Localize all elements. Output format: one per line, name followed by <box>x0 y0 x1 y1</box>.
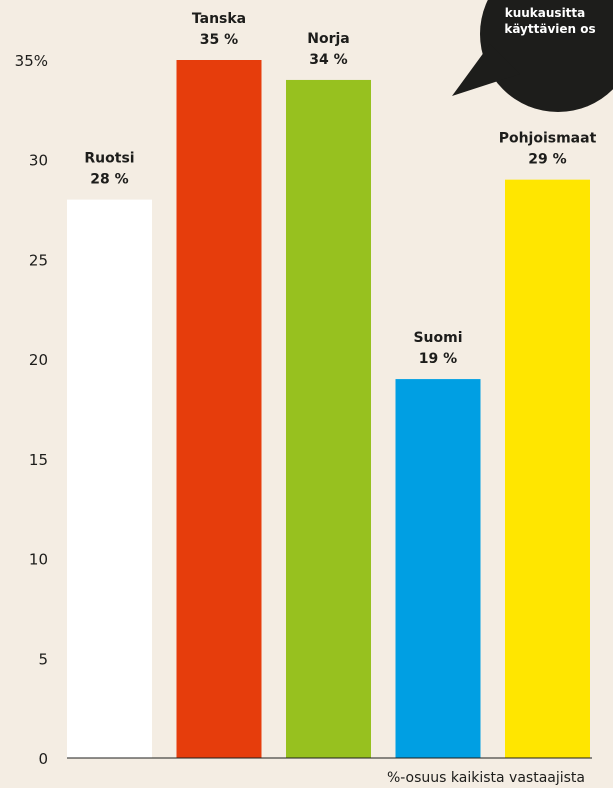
x-axis-label: %-osuus kaikista vastaajista <box>387 770 585 786</box>
category-label: Norja <box>307 31 350 47</box>
value-label: 35 % <box>200 32 238 48</box>
category-label: Ruotsi <box>84 151 134 167</box>
callout-line-1: kuukausitta <box>505 6 586 20</box>
bar-ruotsi <box>67 199 152 759</box>
y-tick-label: 0 <box>38 750 48 768</box>
bar-pohjoismaat <box>505 179 590 758</box>
category-label: Pohjoismaat <box>499 131 597 147</box>
y-tick-label: 30 <box>29 152 48 170</box>
callout-line-2: käyttävien os <box>504 22 595 36</box>
y-tick-label: 5 <box>38 650 48 668</box>
bars: Ruotsi 28 % Tanska 35 % Norja 34 % Suomi 19 % Po… <box>67 11 597 759</box>
callout-pointer <box>452 44 520 96</box>
y-axis: 0 5 10 15 20 25 30 35% <box>15 52 48 768</box>
bar-norja <box>286 79 371 758</box>
y-tick-label: 20 <box>29 351 48 369</box>
y-tick-label: 35% <box>15 52 48 70</box>
bar-suomi <box>395 379 481 758</box>
callout-circle <box>480 0 613 112</box>
bar-tanska <box>176 60 262 758</box>
category-label: Suomi <box>413 330 462 346</box>
value-label: 19 % <box>419 351 457 367</box>
y-tick-label: 15 <box>29 451 48 469</box>
value-label: 28 % <box>90 172 128 188</box>
y-tick-label: 10 <box>29 551 48 569</box>
callout-bubble: kuukausitta käyttävien os <box>452 0 613 112</box>
value-label: 34 % <box>309 52 347 68</box>
value-label: 29 % <box>528 152 566 168</box>
y-tick-label: 25 <box>29 251 48 269</box>
category-label: Tanska <box>192 11 246 27</box>
